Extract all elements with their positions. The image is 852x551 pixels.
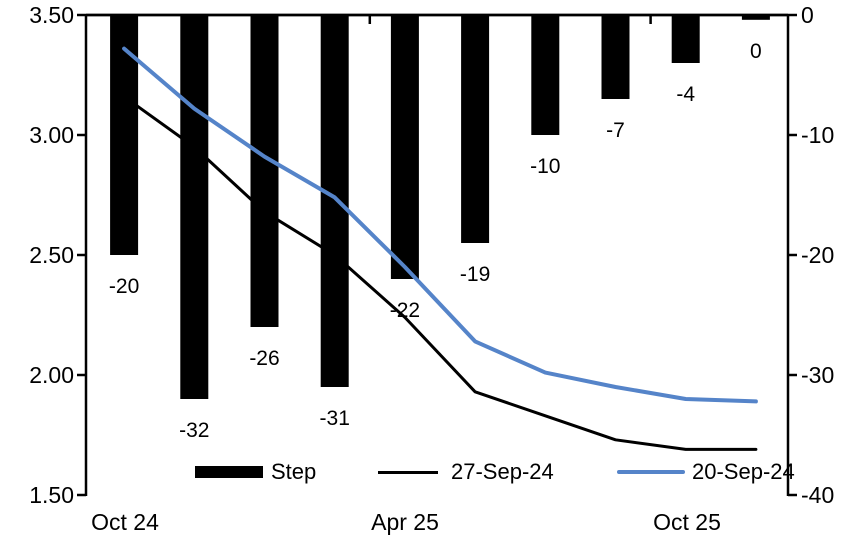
bar-value-label: -20 [109, 275, 139, 298]
legend-label: 27-Sep-24 [451, 459, 554, 484]
bar-step [461, 15, 490, 243]
20-sep-24-line-swatch [617, 470, 685, 474]
bar-value-label: -22 [390, 299, 420, 322]
bar-value-label: -32 [179, 419, 209, 442]
bar-step [531, 15, 560, 135]
bar-step [320, 15, 349, 387]
line-20-sep-24 [122, 46, 758, 404]
step-bar-swatch [195, 466, 263, 478]
legend-item-step: Step [195, 459, 316, 485]
bar-step [671, 15, 700, 63]
bar-value-label: -7 [606, 119, 625, 142]
right-axis-tick-label: 0 [801, 2, 814, 28]
left-axis-tick-label: 3.00 [29, 122, 74, 148]
x-axis-label-apr-25: Apr 25 [371, 509, 439, 535]
27-sep-24-line-swatch [378, 470, 438, 474]
bar-step [390, 15, 419, 279]
bar-step [180, 15, 209, 399]
x-axis-label-oct-24: Oct 24 [91, 509, 159, 535]
left-axis-tick-label: 2.50 [29, 242, 74, 268]
bar-value-label: -4 [676, 83, 695, 106]
right-axis-tick-label: -30 [801, 362, 835, 388]
left-axis-tick-label: 2.00 [29, 362, 74, 388]
line-27-sep-24 [122, 95, 758, 451]
bar-value-label: -19 [460, 263, 490, 286]
legend-item-20-sep-24: 20-Sep-24 [617, 459, 795, 485]
bar-value-label: -31 [320, 407, 350, 430]
right-axis-tick-label: -20 [801, 242, 835, 268]
right-axis-tick-label: -10 [801, 122, 835, 148]
bar-step [250, 15, 279, 327]
legend-item-27-sep-24: 27-Sep-24 [378, 459, 554, 485]
right-axis-tick-label: -40 [801, 482, 835, 508]
bar-value-label: 0 [750, 40, 762, 63]
bar-value-label: -26 [249, 347, 279, 370]
bar-value-label: -10 [530, 155, 560, 178]
bar-step [601, 15, 630, 99]
legend-label: Step [271, 459, 317, 484]
left-axis-tick-label: 3.50 [29, 2, 74, 28]
x-axis-label-oct-25: Oct 25 [653, 509, 721, 535]
left-axis-tick-label: 1.50 [29, 482, 74, 508]
legend-label: 20-Sep-24 [692, 459, 795, 484]
bar-step [741, 15, 770, 20]
